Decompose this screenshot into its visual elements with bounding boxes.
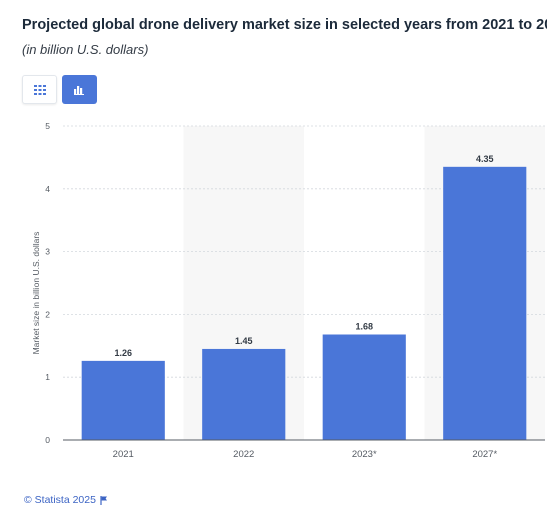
- bar-chart-icon: [74, 85, 84, 95]
- y-tick-label: 4: [45, 184, 50, 194]
- x-axis-ticks: 2021 2022 2023* 2027*: [113, 449, 498, 460]
- bar[interactable]: [202, 348, 286, 440]
- y-tick-label: 2: [45, 309, 50, 319]
- data-labels: 1.26 1.45 1.68 4.35: [114, 154, 493, 358]
- data-label: 1.45: [235, 336, 253, 346]
- x-tick-label: 2021: [113, 449, 134, 460]
- view-toggle: [22, 75, 97, 104]
- y-axis-label: Market size in billion U.S. dollars: [31, 232, 41, 355]
- chart-title: Projected global drone delivery market s…: [22, 17, 547, 33]
- chart-subtitle: (in billion U.S. dollars): [22, 42, 149, 57]
- x-tick-label: 2027*: [472, 449, 497, 460]
- bar[interactable]: [81, 360, 165, 440]
- bar[interactable]: [443, 166, 527, 440]
- x-tick-label: 2023*: [352, 449, 377, 460]
- bar[interactable]: [322, 334, 406, 440]
- x-tick-label: 2022: [233, 449, 254, 460]
- data-label: 1.68: [355, 321, 373, 331]
- flag-icon: [100, 495, 107, 505]
- y-tick-label: 3: [45, 247, 50, 257]
- y-tick-label: 0: [45, 435, 50, 445]
- y-tick-label: 1: [45, 372, 50, 382]
- bars: [81, 166, 527, 440]
- y-tick-label: 5: [45, 121, 50, 131]
- credit-text: © Statista 2025: [24, 494, 96, 506]
- table-view-button[interactable]: [22, 75, 57, 104]
- data-label: 4.35: [476, 154, 494, 164]
- source-credit[interactable]: © Statista 2025: [24, 494, 108, 506]
- chart-view-button[interactable]: [62, 75, 97, 104]
- table-grid-icon: [33, 84, 46, 95]
- y-axis-ticks: 0 1 2 3 4 5: [45, 121, 50, 445]
- data-label: 1.26: [114, 348, 132, 358]
